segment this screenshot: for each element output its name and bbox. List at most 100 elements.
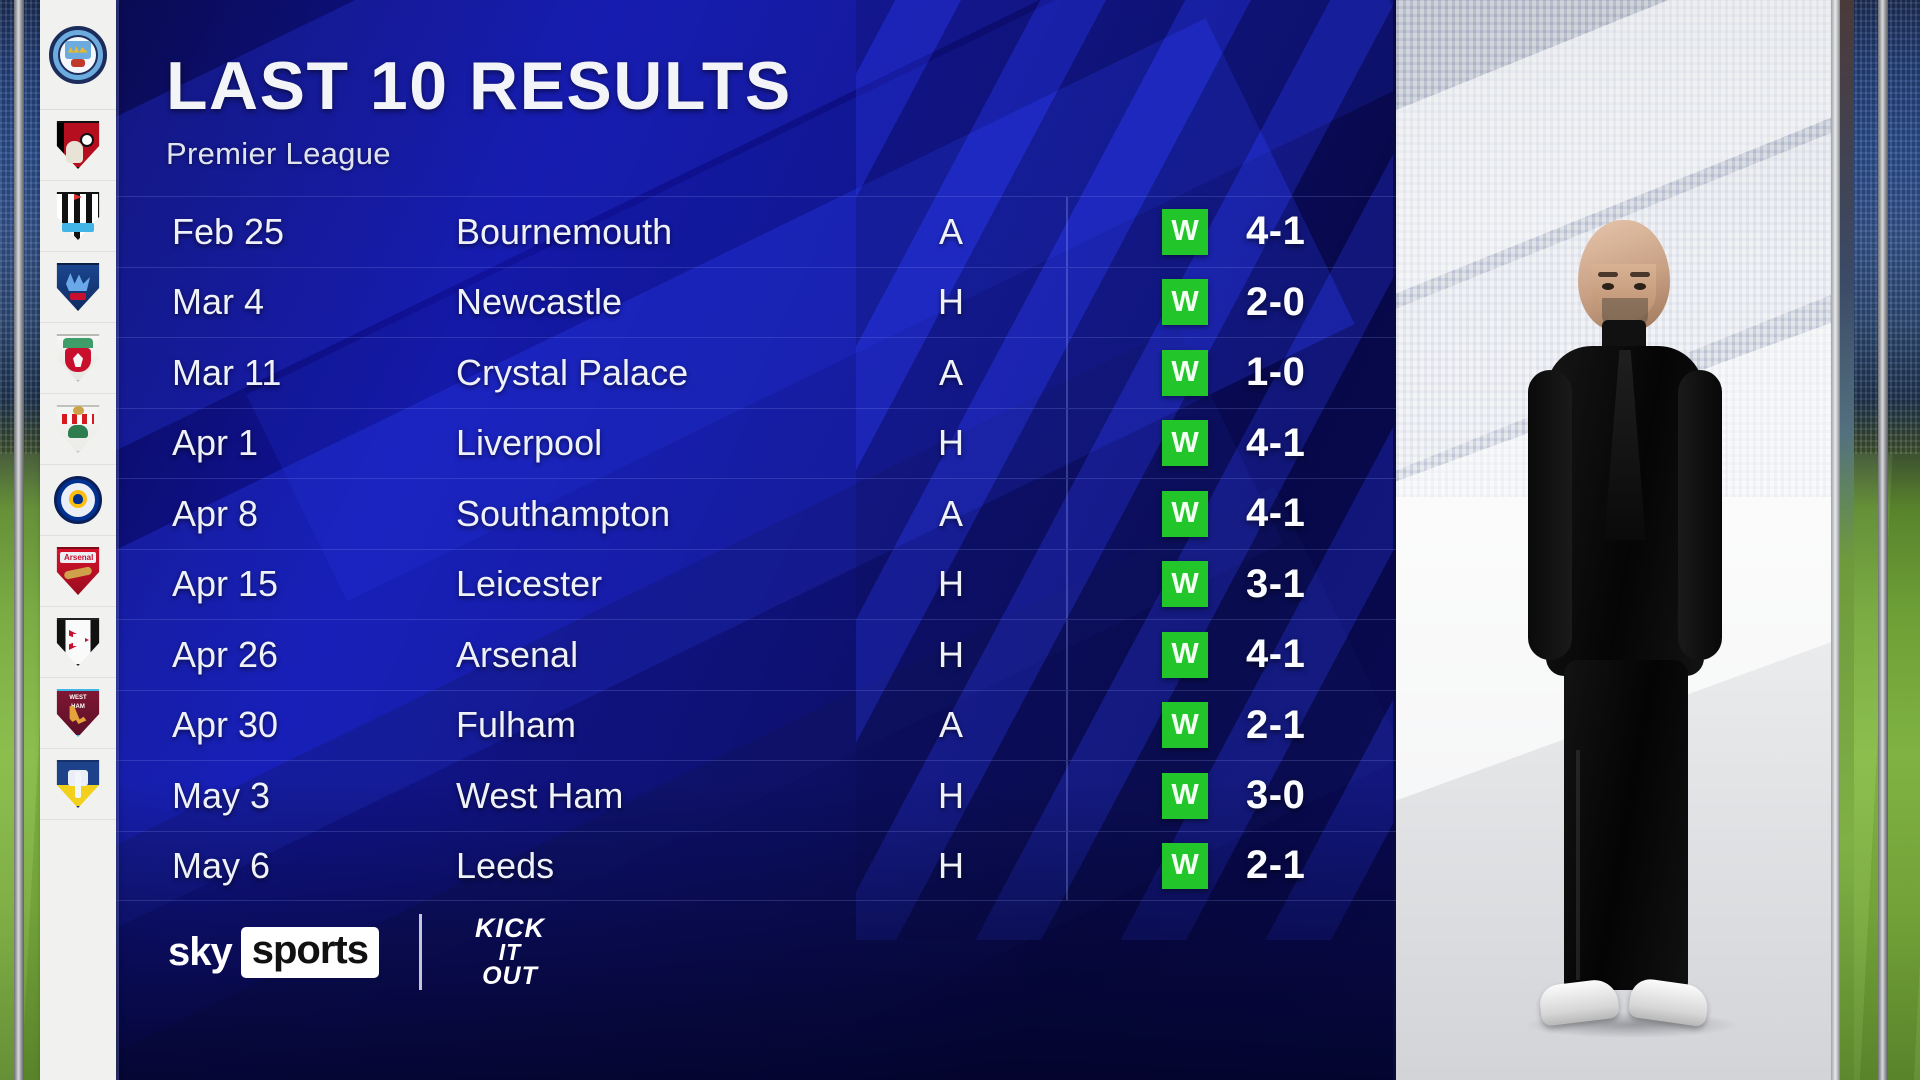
match-score: 4-1 (1246, 632, 1306, 677)
match-date: Apr 15 (172, 563, 279, 605)
panel-left-edge (116, 0, 119, 1080)
match-score: 3-1 (1246, 561, 1306, 606)
leicester-crest-icon (54, 476, 102, 524)
venue-indicator: H (938, 774, 964, 816)
venue-indicator: A (938, 492, 963, 534)
column-divider (1066, 408, 1068, 478)
venue-indicator: H (938, 563, 964, 605)
outcome-label: W (1171, 708, 1199, 741)
opponent-name: Leicester (456, 563, 603, 605)
outcome-badge: W (1162, 842, 1208, 889)
table-row[interactable]: May 6 Leeds H W 2-1 (116, 830, 1396, 901)
table-row[interactable]: May 3 West Ham H W 3-0 (116, 760, 1396, 831)
match-date: May 3 (172, 774, 271, 816)
manager-head (1578, 220, 1670, 332)
table-row[interactable]: Apr 30 Fulham A W 2-1 (116, 689, 1396, 760)
sidebar-crest-liverpool (40, 323, 116, 394)
outcome-badge: W (1162, 208, 1208, 255)
kio-line-2: IT (498, 939, 522, 966)
column-divider (1066, 338, 1068, 408)
logo-divider (419, 914, 422, 990)
match-score: 1-0 (1246, 350, 1306, 395)
arsenal-crest-icon: Arsenal (54, 547, 102, 595)
sidebar-crest-leicester (40, 465, 116, 536)
table-row[interactable]: Mar 4 Newcastle H W 2-0 (116, 266, 1396, 337)
match-date: May 6 (172, 844, 271, 886)
outcome-label: W (1171, 285, 1199, 318)
venue-indicator: H (938, 422, 964, 464)
sky-sports-logo: sky sports (168, 926, 379, 978)
opponent-name: Arsenal (456, 633, 579, 675)
venue-indicator: A (938, 210, 963, 252)
outcome-label: W (1171, 567, 1199, 600)
sidebar-crest-manchester-city (40, 0, 116, 110)
opponent-name: Leeds (456, 844, 555, 886)
goal-post-right-icon (1878, 0, 1888, 1080)
footer-logos: sky sports KICK IT OUT (168, 904, 558, 1000)
liverpool-crest-icon (54, 334, 102, 382)
table-row[interactable]: Apr 1 Liverpool H W 4-1 (116, 407, 1396, 478)
results-panel: LAST 10 RESULTS Premier League Feb 25 Bo… (116, 0, 1396, 1080)
outcome-label: W (1171, 779, 1199, 812)
sidebar-crest-leeds (40, 749, 116, 820)
outcome-label: W (1171, 638, 1199, 671)
southampton-crest-icon (54, 405, 102, 453)
manager-legs (1564, 660, 1688, 990)
newcastle-crest-icon (54, 192, 102, 240)
sports-wordmark: sports (240, 926, 379, 978)
manager-arm-right (1678, 370, 1722, 660)
opponent-name: Bournemouth (456, 210, 673, 252)
column-divider (1066, 197, 1068, 267)
sidebar-crest-bournemouth (40, 110, 116, 181)
manager-leg-gap (1576, 750, 1580, 980)
manager-eye-left (1602, 283, 1614, 290)
west-ham-crest-icon: WEST HAM (54, 689, 102, 737)
column-divider (1066, 690, 1068, 760)
match-score: 2-1 (1246, 702, 1306, 747)
outcome-badge: W (1162, 420, 1208, 467)
match-score: 2-1 (1246, 843, 1306, 888)
results-table: Feb 25 Bournemouth A W 4-1 Mar 4 Newcast… (116, 196, 1396, 901)
sidebar-crest-southampton (40, 394, 116, 465)
fulham-crest-icon (54, 618, 102, 666)
manager-photo-panel (1396, 0, 1854, 1080)
outcome-badge: W (1162, 279, 1208, 326)
goal-post-left-icon (14, 0, 24, 1080)
opponent-name: West Ham (456, 774, 624, 816)
match-date: Apr 8 (172, 492, 259, 534)
manchester-city-crest-icon (49, 25, 107, 84)
column-divider (1066, 549, 1068, 619)
outcome-badge: W (1162, 631, 1208, 678)
leeds-crest-icon (54, 760, 102, 808)
crystal-palace-crest-icon (54, 263, 102, 311)
match-score: 3-0 (1246, 773, 1306, 818)
match-score: 4-1 (1246, 209, 1306, 254)
kio-line-1: KICK (475, 912, 545, 943)
panel-right-edge (1393, 0, 1396, 1080)
table-row[interactable]: Feb 25 Bournemouth A W 4-1 (116, 196, 1396, 267)
table-row[interactable]: Apr 15 Leicester H W 3-1 (116, 548, 1396, 619)
venue-indicator: A (938, 704, 963, 746)
table-row[interactable]: Mar 11 Crystal Palace A W 1-0 (116, 337, 1396, 408)
match-date: Mar 4 (172, 281, 265, 323)
manager-brow-right (1630, 272, 1650, 277)
sidebar-crest-fulham (40, 607, 116, 678)
page-title: LAST 10 RESULTS (166, 48, 792, 124)
column-divider (1066, 620, 1068, 690)
column-divider (1066, 267, 1068, 337)
table-row[interactable]: Apr 26 Arsenal H W 4-1 (116, 619, 1396, 690)
table-row[interactable]: Apr 8 Southampton A W 4-1 (116, 478, 1396, 549)
panel-header: LAST 10 RESULTS Premier League (166, 52, 792, 172)
match-date: Mar 11 (172, 351, 282, 393)
outcome-label: W (1171, 497, 1199, 530)
sidebar-crest-arsenal: Arsenal (40, 536, 116, 607)
manager-brow-left (1598, 272, 1618, 277)
outcome-label: W (1171, 849, 1199, 882)
outcome-badge: W (1162, 561, 1208, 608)
outcome-label: W (1171, 215, 1199, 248)
stadium-pillar (1831, 0, 1840, 1080)
venue-indicator: H (938, 844, 964, 886)
match-date: Apr 1 (172, 422, 259, 464)
bournemouth-crest-icon (54, 121, 102, 169)
outcome-label: W (1171, 426, 1199, 459)
